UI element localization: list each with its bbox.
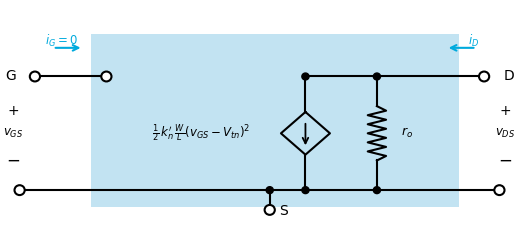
Text: −: − — [7, 152, 20, 169]
Text: +: + — [8, 104, 19, 118]
Text: G: G — [5, 69, 16, 84]
Circle shape — [30, 72, 40, 81]
Circle shape — [265, 205, 275, 215]
Circle shape — [494, 185, 504, 195]
Bar — [91, 34, 459, 207]
Circle shape — [302, 73, 309, 80]
Circle shape — [266, 187, 274, 194]
Text: +: + — [500, 104, 511, 118]
Circle shape — [373, 187, 380, 194]
Text: S: S — [279, 204, 288, 218]
Text: −: − — [499, 152, 512, 169]
Text: $i_G = 0$: $i_G = 0$ — [45, 33, 78, 49]
Circle shape — [101, 72, 112, 81]
Circle shape — [479, 72, 489, 81]
Text: D: D — [503, 69, 514, 84]
Text: $v_{GS}$: $v_{GS}$ — [3, 127, 24, 140]
Circle shape — [15, 185, 25, 195]
Text: $i_D$: $i_D$ — [468, 33, 479, 49]
Text: $\frac{1}{2}\, k_n^{\prime}\, \frac{W}{L}(v_{GS} - V_{tn})^2$: $\frac{1}{2}\, k_n^{\prime}\, \frac{W}{L… — [152, 122, 250, 144]
Text: $r_o$: $r_o$ — [401, 126, 414, 140]
Circle shape — [373, 73, 380, 80]
Circle shape — [302, 187, 309, 194]
Text: $v_{DS}$: $v_{DS}$ — [496, 127, 516, 140]
